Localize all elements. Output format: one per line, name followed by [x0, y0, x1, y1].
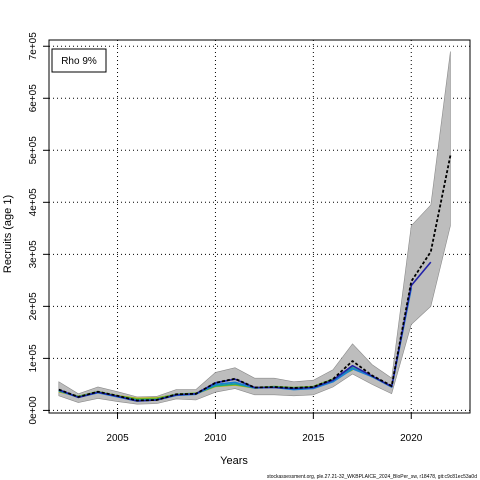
series-line-0: [58, 155, 452, 402]
confidence-band: [58, 51, 451, 405]
legend-label: Rho 9%: [61, 56, 97, 67]
y-tick-label: 5e+05: [28, 136, 39, 165]
plot-frame: [48, 39, 471, 414]
y-tick-label: 7e+05: [28, 32, 39, 61]
confidence-band-area: [58, 51, 451, 405]
grid-lines: [49, 40, 470, 413]
y-tick-label: 3e+05: [28, 240, 39, 269]
y-tick-label: 6e+05: [28, 84, 39, 113]
series-line-1: [58, 261, 432, 402]
y-tick-label: 1e+05: [28, 344, 39, 373]
x-axis-ticks: 2005 2010 2015 2020: [106, 413, 423, 444]
x-axis-title: Years: [220, 455, 248, 467]
y-tick-label: 2e+05: [28, 292, 39, 321]
x-tick-label: 2010: [204, 433, 227, 444]
y-axis-title: Recruits (age 1): [2, 195, 14, 273]
x-tick-label: 2020: [400, 433, 423, 444]
footer-note: stockassessment.org, ple.27.21-32_WKBPLA…: [267, 474, 477, 480]
x-tick-label: 2015: [302, 433, 325, 444]
y-tick-label: 0e+00: [28, 396, 39, 425]
legend-box: Rho 9%: [51, 48, 107, 73]
y-axis-ticks: 0e+00 1e+05 2e+05 3e+05 4e+05 5e+05 6e+05 7e+05: [28, 32, 49, 425]
x-tick-label: 2005: [106, 433, 129, 444]
series-lines: [58, 155, 452, 402]
y-tick-label: 4e+05: [28, 188, 39, 217]
